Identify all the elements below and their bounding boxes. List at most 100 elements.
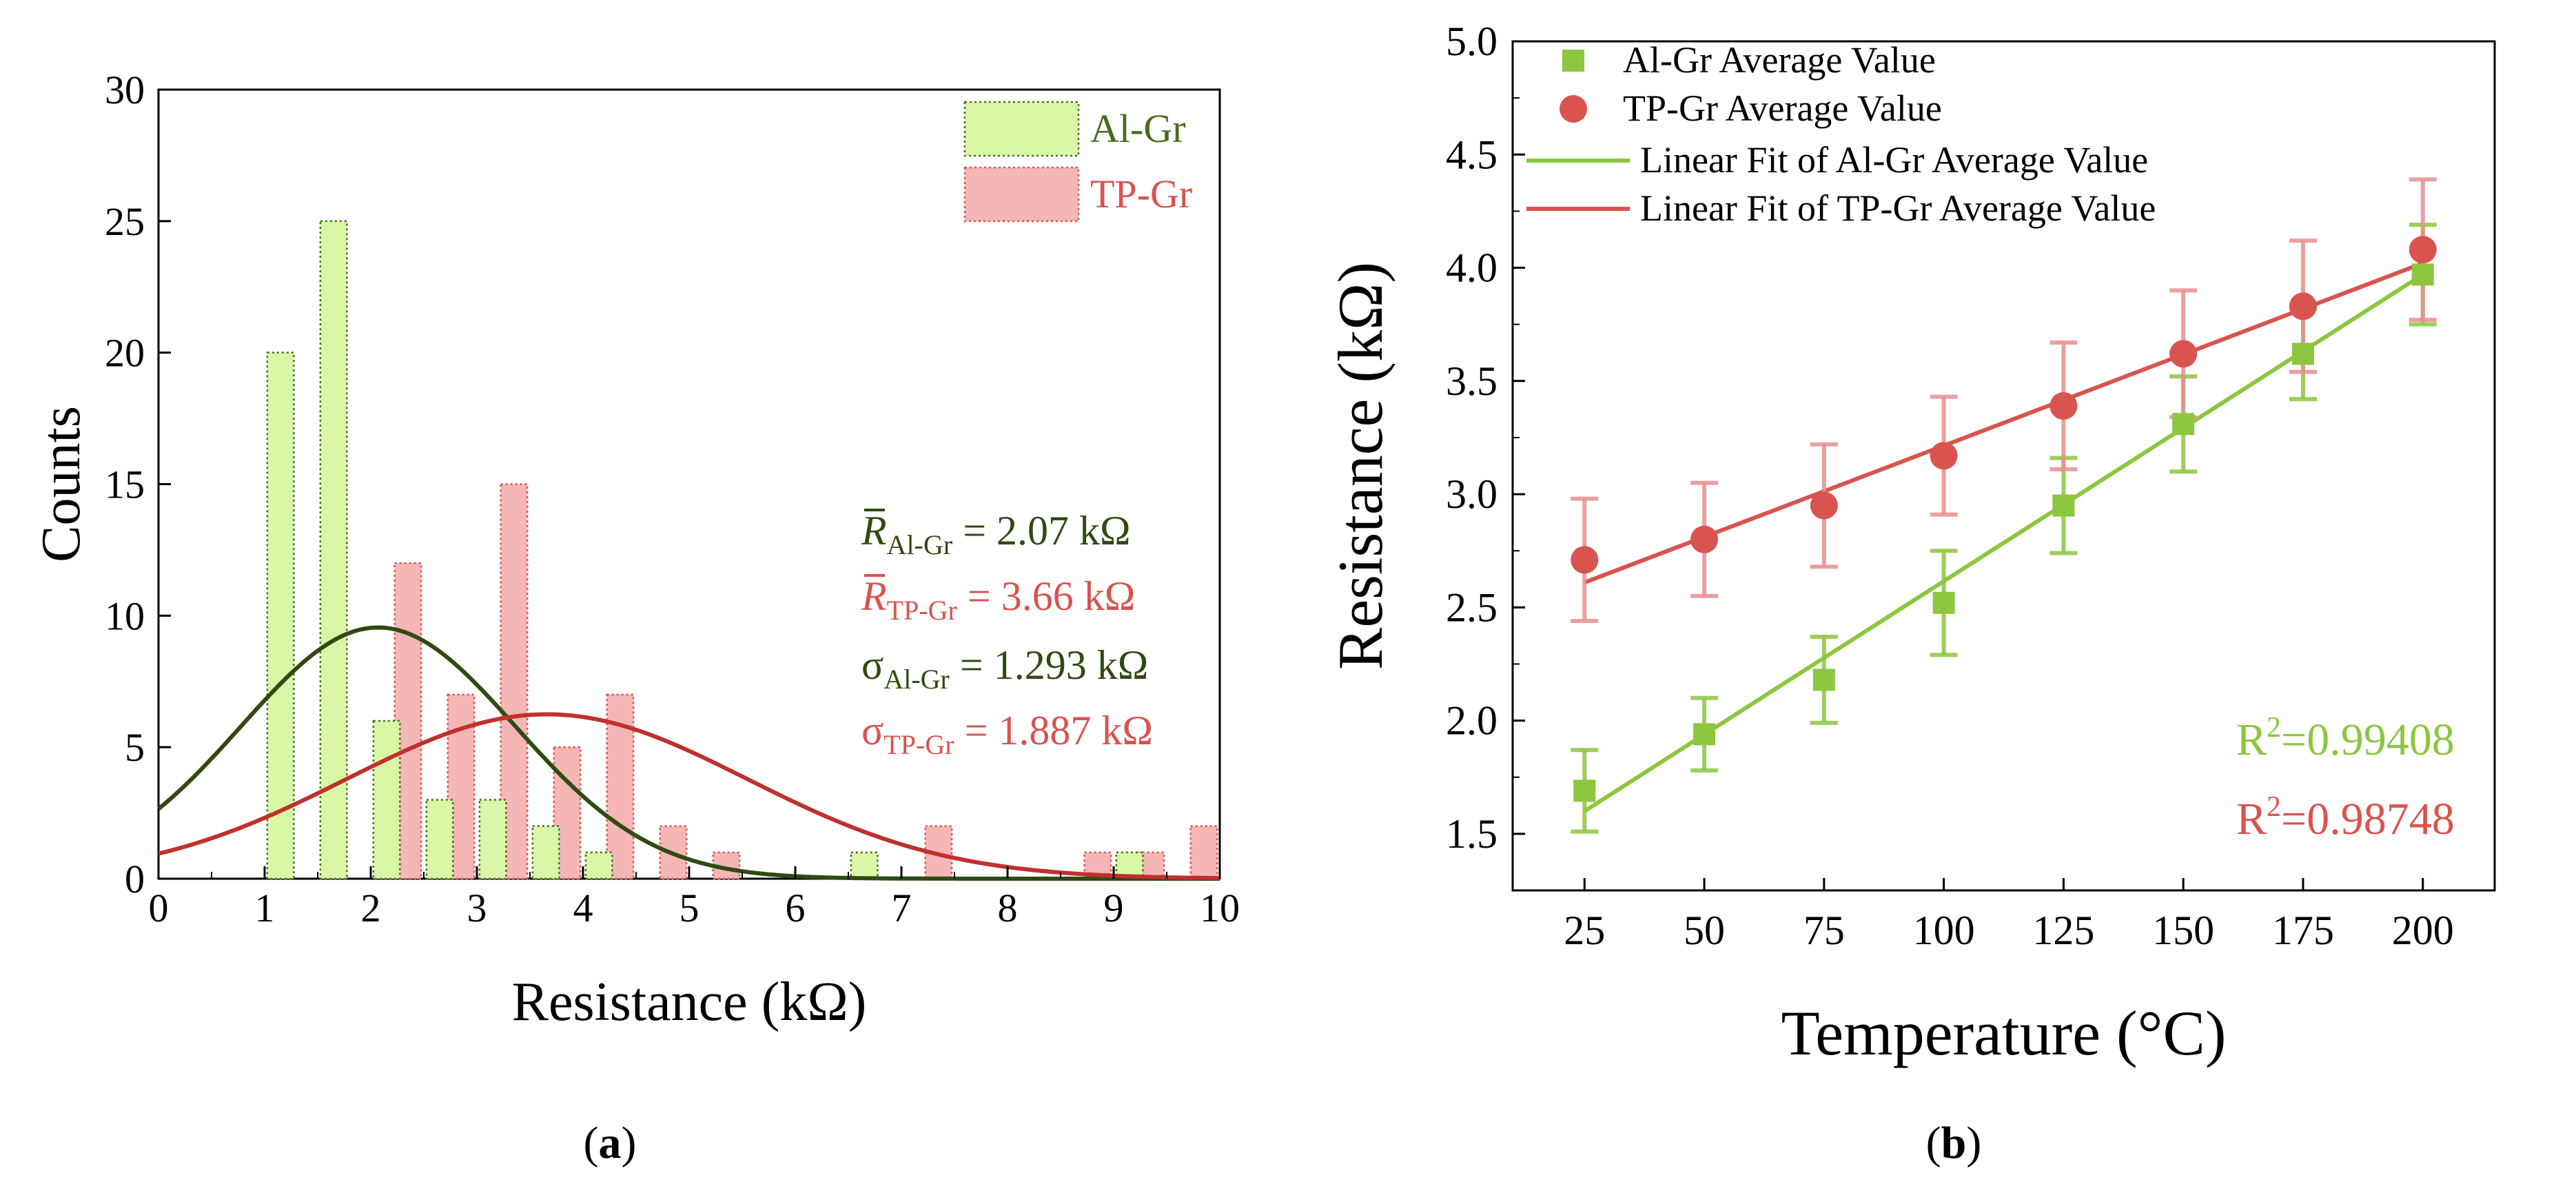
al-gr-point [1932,591,1955,614]
stat-annotation-2: σAl-Gr = 1.293 kΩ [861,642,1148,695]
x-tick-label: 7 [892,886,912,930]
panel-captions: (a) (b) [584,1118,1982,1168]
tp-gr-point [2049,391,2078,420]
al-gr-bar-7 [850,851,879,880]
al-gr-point [1812,668,1835,691]
al-gr-point [2172,413,2195,436]
tp-gr-point [2169,340,2198,368]
stat-subscript: Al-Gr [887,529,953,560]
r-squared-al: R2=0.99408 [2236,712,2455,765]
legend-label-tp: TP-Gr Average Value [1623,88,1942,129]
panel-letter: b [1941,1118,1967,1168]
x-tick-label: 100 [1913,908,1975,953]
stat-annotation-1: RTP-Gr = 3.66 kΩ [861,573,1135,626]
x-tick-label: 175 [2272,908,2334,953]
y-tick-label: 3.5 [1446,358,1497,404]
r2-value: =0.98748 [2281,794,2455,844]
tp-gr-fit-curve [158,712,1220,881]
y-tick-label: 2.0 [1446,698,1497,744]
al-gr-bar-5 [531,825,560,880]
x-axis-title: Resistance (kΩ) [512,972,867,1032]
y-tick-label: 4.5 [1446,132,1497,177]
y-axis-title: Counts [31,406,92,562]
y-tick-label: 25 [105,199,145,244]
paren: ( [1926,1118,1941,1168]
panel-a-histogram: 0 1 2 3 4 5 6 7 8 9 10 0 5 10 15 20 25 30 Resistance (kΩ) C… [31,68,1240,1032]
al-gr-bar-0 [266,351,295,880]
y-tick-label: 20 [105,331,145,376]
panel-b-temperature-plot: 25 50 75 100 125 150 175 200 1.5 2.0 2.5 3.0 3.5 4.0 4… [1325,19,2496,1068]
stat-value: = 2.07 kΩ [952,508,1130,553]
stat-symbol: σ [861,708,883,753]
tp-gr-point [2289,292,2317,320]
al-gr-bar-1 [319,220,348,880]
y-tick-label: 5.0 [1446,19,1497,64]
al-gr-bar-3 [425,799,454,880]
stat-subscript: TP-Gr [887,595,957,626]
y-tick-label: 30 [105,68,145,112]
al-gr-bar-4 [478,799,507,880]
al-gr-point [2411,263,2434,286]
x-tick-label: 50 [1684,908,1725,953]
legend-label-al: Al-Gr Average Value [1623,39,1936,81]
y-tick-label: 15 [105,462,145,507]
x-tick-label: 1 [255,886,275,930]
stat-value: = 3.66 kΩ [957,573,1135,619]
stat-subscript: TP-Gr [883,729,954,760]
legend-swatch-al [963,101,1080,157]
y-tick-label: 3.0 [1446,471,1497,517]
paren: ( [584,1118,599,1168]
r2-symbol: R [2236,794,2267,844]
x-tick-label: 6 [786,886,806,930]
y-tick-label: 2.5 [1446,584,1497,630]
tp-gr-linear-fit [1584,261,2424,584]
al-gr-bar-2 [372,719,401,880]
x-tick-label: 0 [149,886,169,930]
al-gr-fit-curve [157,625,1220,881]
al-gr-linear-fit [1583,272,2424,813]
r2-symbol: R [2236,715,2267,765]
stat-symbol: R [861,573,887,619]
legend-marker-tp [1560,95,1587,123]
x-tick-label: 3 [467,886,487,930]
legend-label-tp: TP-Gr [1090,172,1192,216]
al-gr-point [1693,723,1716,746]
paren: ) [622,1118,637,1168]
tp-gr-point [1571,546,1599,574]
al-gr-point [1573,779,1596,802]
x-tick-label: 200 [2392,908,2454,953]
x-tick-label: 25 [1564,908,1605,953]
y-tick-label: 4.0 [1446,245,1497,291]
stat-annotation-3: σTP-Gr = 1.887 kΩ [861,708,1153,760]
legend-label-al: Al-Gr [1090,106,1186,151]
stat-value: = 1.887 kΩ [954,708,1153,753]
stat-value: = 1.293 kΩ [950,642,1148,688]
panel-letter: a [599,1118,622,1168]
x-tick-label: 2 [361,886,381,930]
paren: ) [1966,1118,1981,1168]
legend-label-tp-fit: Linear Fit of TP-Gr Average Value [1640,187,2156,229]
legend-marker-al [1562,50,1584,72]
x-tick-label: 75 [1803,908,1845,953]
legend-swatch-tp [963,166,1080,223]
x-tick-label: 9 [1104,886,1124,930]
y-tick-label: 0 [125,857,145,901]
x-tick-label: 150 [2152,908,2214,953]
tp-gr-bar-10 [1189,825,1218,880]
al-gr-point [2291,343,2314,365]
y-axis-title: Resistance (kΩ) [1325,262,1396,670]
caption-a: (a) [584,1118,637,1168]
x-axis-title: Temperature (°C) [1781,998,2227,1068]
stat-annotation-0: RAl-Gr = 2.07 kΩ [861,508,1131,560]
x-tick-label: 125 [2032,908,2094,953]
x-tick-label: 8 [998,886,1018,930]
caption-b: (b) [1926,1118,1982,1168]
tp-gr-point [2409,236,2437,264]
tp-gr-point [1810,491,1838,520]
al-gr-bar-6 [584,851,613,880]
stat-subscript: Al-Gr [883,664,950,695]
r2-exponent: 2 [2267,791,2281,823]
x-tick-label: 4 [573,886,593,930]
al-gr-point [2052,494,2075,517]
